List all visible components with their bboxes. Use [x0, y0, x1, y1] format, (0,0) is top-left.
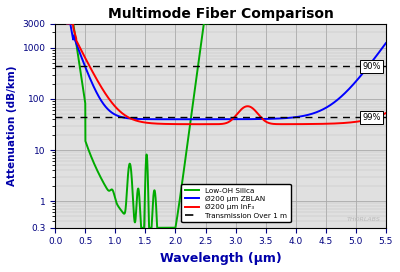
Title: Multimode Fiber Comparison: Multimode Fiber Comparison [108, 7, 334, 21]
Text: 99%: 99% [362, 113, 381, 122]
Text: THORLABS: THORLABS [347, 217, 381, 222]
X-axis label: Wavelength (μm): Wavelength (μm) [160, 252, 282, 265]
Legend: Low-OH Silica, Ø200 μm ZBLAN, Ø200 μm InF₃, Transmission Over 1 m: Low-OH Silica, Ø200 μm ZBLAN, Ø200 μm In… [181, 184, 291, 222]
Text: 90%: 90% [362, 62, 381, 71]
Y-axis label: Attenuation (dB/km): Attenuation (dB/km) [7, 65, 17, 186]
